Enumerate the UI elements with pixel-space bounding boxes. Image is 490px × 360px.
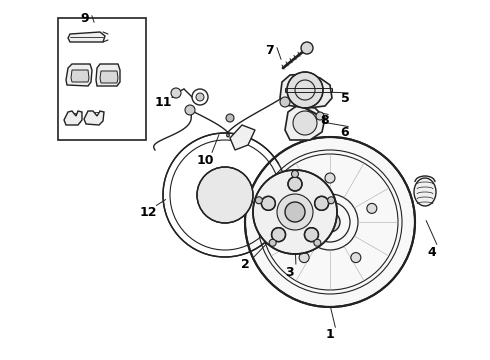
Ellipse shape bbox=[414, 178, 436, 206]
Circle shape bbox=[320, 212, 340, 232]
Polygon shape bbox=[68, 32, 105, 42]
Circle shape bbox=[299, 253, 309, 262]
Circle shape bbox=[325, 173, 335, 183]
Circle shape bbox=[316, 112, 324, 120]
Circle shape bbox=[367, 203, 377, 213]
Circle shape bbox=[269, 239, 276, 246]
Text: 11: 11 bbox=[154, 95, 172, 108]
Text: 7: 7 bbox=[266, 44, 274, 57]
Text: 3: 3 bbox=[286, 266, 294, 279]
Text: 2: 2 bbox=[241, 258, 249, 271]
Polygon shape bbox=[230, 125, 255, 150]
Circle shape bbox=[196, 93, 204, 101]
Circle shape bbox=[277, 194, 313, 230]
Circle shape bbox=[292, 171, 298, 177]
Text: 1: 1 bbox=[326, 328, 334, 342]
Circle shape bbox=[171, 88, 181, 98]
Circle shape bbox=[288, 177, 302, 191]
Polygon shape bbox=[71, 70, 89, 82]
Circle shape bbox=[301, 42, 313, 54]
Text: 10: 10 bbox=[196, 153, 214, 166]
Circle shape bbox=[287, 72, 323, 108]
Polygon shape bbox=[280, 74, 332, 108]
Polygon shape bbox=[66, 64, 92, 86]
Circle shape bbox=[285, 202, 305, 222]
Text: 6: 6 bbox=[341, 126, 349, 139]
Circle shape bbox=[328, 197, 335, 204]
Circle shape bbox=[185, 105, 195, 115]
Circle shape bbox=[280, 97, 290, 107]
Text: 8: 8 bbox=[320, 113, 329, 126]
Circle shape bbox=[314, 239, 321, 246]
Text: 5: 5 bbox=[341, 91, 349, 104]
Text: 12: 12 bbox=[139, 206, 157, 219]
Circle shape bbox=[315, 196, 329, 210]
Circle shape bbox=[304, 228, 319, 242]
Circle shape bbox=[255, 197, 262, 204]
Polygon shape bbox=[96, 64, 120, 86]
Text: 9: 9 bbox=[81, 12, 89, 24]
Polygon shape bbox=[84, 111, 104, 125]
Text: 4: 4 bbox=[428, 246, 437, 258]
Bar bbox=[58, 18, 146, 140]
Polygon shape bbox=[285, 105, 325, 140]
Circle shape bbox=[261, 196, 275, 210]
Circle shape bbox=[245, 137, 415, 307]
Circle shape bbox=[253, 170, 337, 254]
Polygon shape bbox=[64, 111, 82, 125]
Circle shape bbox=[351, 253, 361, 262]
Circle shape bbox=[283, 203, 293, 213]
Polygon shape bbox=[100, 71, 118, 83]
Circle shape bbox=[226, 114, 234, 122]
Circle shape bbox=[293, 111, 317, 135]
Circle shape bbox=[197, 167, 253, 223]
Circle shape bbox=[271, 228, 286, 242]
